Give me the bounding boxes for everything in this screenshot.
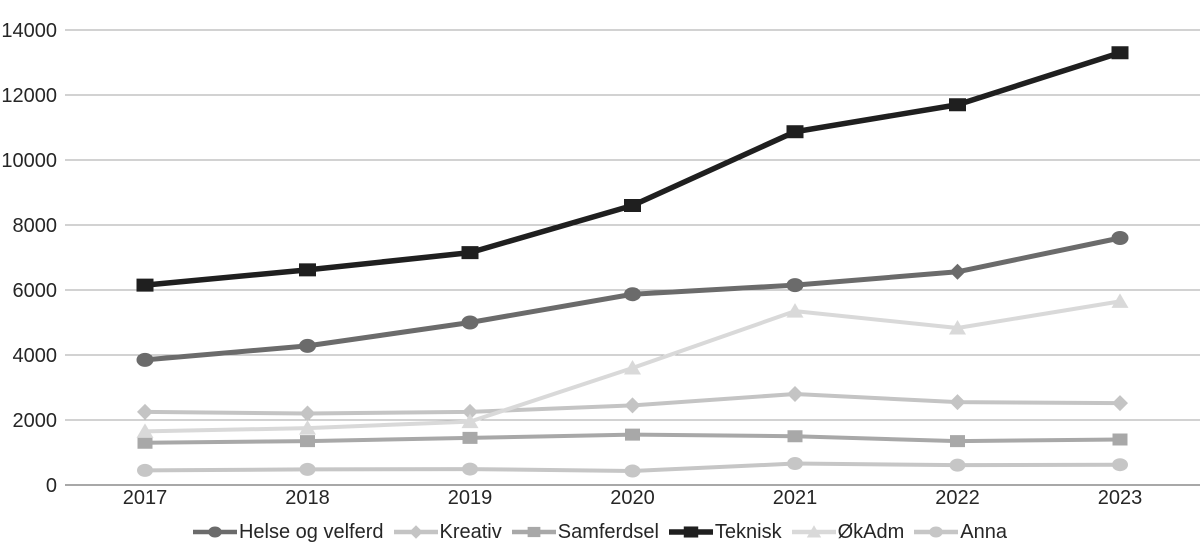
legend-label: Teknisk xyxy=(714,520,782,543)
data-point-square xyxy=(683,526,699,538)
data-point-diamond xyxy=(1112,395,1128,412)
data-point-square xyxy=(786,125,804,139)
data-point-square xyxy=(299,263,316,277)
data-point-circle xyxy=(786,278,804,293)
series-anna xyxy=(137,457,1128,478)
data-point-triangle xyxy=(624,360,641,375)
data-point-square xyxy=(300,435,315,448)
data-point-circle xyxy=(929,526,944,538)
data-point-square xyxy=(624,199,641,212)
data-point-square xyxy=(625,428,640,441)
data-point-square xyxy=(1111,46,1129,60)
y-axis-tick-label: 10000 xyxy=(1,150,57,172)
data-point-square xyxy=(949,98,966,112)
data-point-circle xyxy=(299,462,316,476)
data-point-diamond xyxy=(462,403,478,420)
data-point-circle xyxy=(462,462,478,476)
data-point-square xyxy=(950,435,965,448)
x-axis-tick-label: 2020 xyxy=(610,487,655,509)
series-kreativ xyxy=(137,386,1128,422)
series-line xyxy=(142,50,1123,288)
data-point-circle xyxy=(624,287,641,302)
x-axis-tick-label: 2019 xyxy=(448,487,493,509)
legend-item-anna: Anna xyxy=(914,521,1007,544)
data-point-triangle xyxy=(949,320,966,335)
legend-marker-diamond-icon xyxy=(393,525,438,539)
data-point-triangle xyxy=(461,413,479,429)
data-point-circle xyxy=(787,457,803,471)
y-axis-tick-label: 6000 xyxy=(13,280,58,302)
data-point-diamond xyxy=(408,525,423,539)
data-point-circle xyxy=(1111,231,1129,245)
data-point-circle xyxy=(137,463,153,477)
data-point-square xyxy=(1112,433,1128,446)
legend-marker-circle-icon xyxy=(914,526,959,538)
y-axis-tick-label: 0 xyxy=(46,475,57,497)
data-point-square xyxy=(136,278,154,292)
legend-label: ØkAdm xyxy=(837,520,905,543)
data-point-square xyxy=(137,436,153,449)
y-axis-tick-label: 8000 xyxy=(13,215,58,237)
legend-label: Kreativ xyxy=(439,520,502,543)
y-axis-tick-label: 2000 xyxy=(13,410,58,432)
legend-marker-square-icon xyxy=(511,526,556,538)
data-point-diamond xyxy=(299,405,316,422)
legend-item-samferdsel: Samferdsel xyxy=(511,520,659,544)
y-axis-tick-label: 12000 xyxy=(1,85,57,107)
series-teknisk xyxy=(136,46,1129,292)
data-point-triangle xyxy=(136,423,154,438)
legend-marker-circle-icon xyxy=(192,526,237,538)
data-point-triangle xyxy=(299,420,316,435)
legend-marker-square-icon xyxy=(668,526,713,538)
data-point-diamond xyxy=(949,263,966,280)
legend-label: Samferdsel xyxy=(557,520,659,543)
data-point-circle xyxy=(624,464,641,478)
data-point-square xyxy=(527,526,541,538)
legend-item-helse-og-velferd: Helse og velferd xyxy=(192,520,384,544)
data-point-circle xyxy=(461,315,479,330)
data-point-circle xyxy=(136,352,154,367)
series-helse-og-velferd xyxy=(136,231,1129,367)
x-axis-tick-label: 2023 xyxy=(1098,487,1143,509)
legend-item-kreativ: Kreativ xyxy=(393,520,502,544)
chart-legend: Helse og velferd Kreativ Samferdsel Teknisk… xyxy=(0,516,1200,548)
data-point-diamond xyxy=(624,397,641,414)
x-axis-tick-label: 2022 xyxy=(935,487,980,509)
legend-item-teknisk: Teknisk xyxy=(668,520,782,544)
data-point-circle xyxy=(208,526,222,538)
data-point-triangle xyxy=(1111,293,1129,308)
x-axis-tick-label: 2017 xyxy=(123,487,168,509)
data-point-square xyxy=(461,246,479,260)
data-point-circle xyxy=(949,458,966,472)
data-point-circle xyxy=(299,338,316,353)
legend-label: Anna xyxy=(960,520,1008,543)
legend-marker-triangle-icon xyxy=(791,525,836,538)
y-axis-tick-label: 4000 xyxy=(13,345,58,367)
series--kadm xyxy=(136,293,1129,438)
data-point-square xyxy=(787,430,803,443)
x-axis-tick-label: 2018 xyxy=(285,487,330,509)
data-point-triangle xyxy=(786,303,804,318)
data-point-square xyxy=(462,431,478,444)
data-point-diamond xyxy=(787,386,803,402)
legend-label: Helse og velferd xyxy=(238,520,384,543)
data-point-triangle xyxy=(806,525,821,538)
x-axis-tick-label: 2021 xyxy=(773,487,818,509)
data-point-diamond xyxy=(949,394,966,411)
data-point-diamond xyxy=(137,403,153,420)
series-samferdsel xyxy=(137,428,1128,449)
y-axis-tick-label: 14000 xyxy=(1,20,57,42)
data-point-circle xyxy=(1112,458,1128,472)
legend-item--kadm: ØkAdm xyxy=(791,520,905,544)
